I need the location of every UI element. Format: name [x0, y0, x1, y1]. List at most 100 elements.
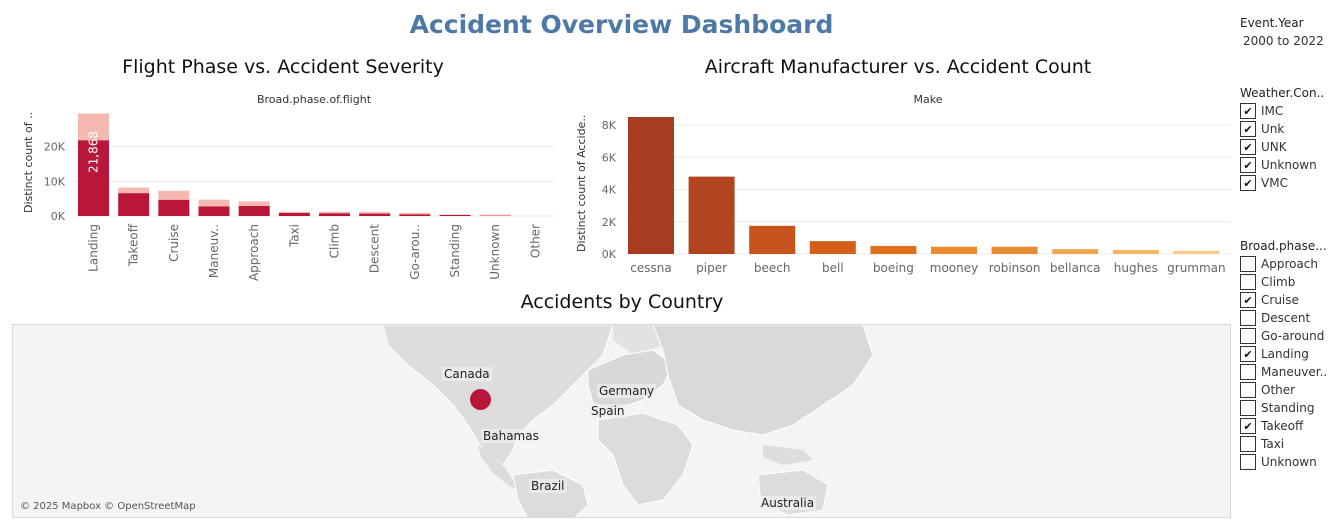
weather-option-label: Unk	[1261, 122, 1285, 136]
weather-option-unk[interactable]: ✔ Unk	[1240, 120, 1317, 138]
weather-option-unknown[interactable]: ✔ Unknown	[1240, 156, 1317, 174]
phase-bar-maneuv[interactable]	[198, 199, 230, 207]
phase-option-landing[interactable]: ✔ Landing	[1240, 345, 1327, 363]
make-x-tick-label: mooney	[930, 261, 978, 275]
phase-y-tick-label: 20K	[44, 141, 66, 154]
weather-option-imc[interactable]: ✔ IMC	[1240, 102, 1317, 120]
checkbox-checked-icon[interactable]: ✔	[1240, 418, 1256, 434]
checkbox-checked-icon[interactable]: ✔	[1240, 157, 1256, 173]
checkbox-checked-icon[interactable]: ✔	[1240, 139, 1256, 155]
united-states-marker[interactable]	[470, 389, 491, 410]
weather-filter-title: Weather.Con..	[1240, 86, 1325, 100]
phase-bar-approach[interactable]	[238, 205, 270, 216]
make-bar-beech[interactable]	[749, 225, 796, 254]
phase-option-goaround[interactable]: Go-around	[1240, 327, 1327, 345]
phase-bar-taxi[interactable]	[278, 211, 310, 213]
phase-option-other[interactable]: Other	[1240, 381, 1327, 399]
phase-y-tick-label: 10K	[44, 175, 66, 188]
phase-bar-descent[interactable]	[359, 213, 391, 216]
phase-bar-standing[interactable]	[439, 214, 471, 215]
make-y-tick-label: 2K	[602, 216, 617, 229]
phase-x-tick-label: Takeoff	[127, 223, 141, 267]
checkbox-unchecked-icon[interactable]	[1240, 400, 1256, 416]
phase-chart-title: Flight Phase vs. Accident Severity	[122, 56, 444, 78]
phase-bar-approach[interactable]	[238, 201, 270, 206]
phase-x-tick-label: Go-arou..	[408, 224, 422, 280]
phase-bar-climb[interactable]	[319, 211, 350, 214]
phase-option-takeoff[interactable]: ✔ Takeoff	[1240, 417, 1327, 435]
phase-x-tick-label: Approach	[247, 224, 261, 281]
weather-option-label: IMC	[1261, 104, 1284, 118]
make-bar-hughes[interactable]	[1112, 249, 1159, 254]
checkbox-unchecked-icon[interactable]	[1240, 310, 1256, 326]
phase-filter-list: Approach Climb ✔ Cruise Descent Go-around ✔ Lan…	[1240, 255, 1327, 471]
phase-x-tick-label: Landing	[87, 224, 101, 272]
checkbox-unchecked-icon[interactable]	[1240, 436, 1256, 452]
map-label-canada: Canada	[442, 367, 492, 381]
make-bar-boeing[interactable]	[870, 245, 917, 254]
make-chart[interactable]: 0K 2K 4K 6K 8K cessna piper beech bell boeing moon…	[570, 100, 1240, 285]
phase-bar-cruise[interactable]	[158, 190, 190, 200]
phase-bar-climb[interactable]	[319, 213, 350, 216]
weather-option-unk[interactable]: ✔ UNK	[1240, 138, 1317, 156]
phase-bar-landing[interactable]	[78, 113, 109, 141]
phase-y-tick-label: 0K	[51, 210, 66, 223]
phase-option-approach[interactable]: Approach	[1240, 255, 1327, 273]
checkbox-checked-icon[interactable]: ✔	[1240, 346, 1256, 362]
accident-map[interactable]: Canada Germany Spain Bahamas Brazil Aust…	[12, 324, 1231, 518]
phase-option-unknown[interactable]: Unknown	[1240, 453, 1327, 471]
make-bar-cessna[interactable]	[628, 117, 674, 254]
phase-x-tick-label: Cruise	[167, 224, 181, 262]
make-chart-header: Make	[913, 93, 943, 106]
phase-x-tick-label: Other	[528, 224, 542, 258]
checkbox-unchecked-icon[interactable]	[1240, 364, 1256, 380]
make-x-tick-label: bellanca	[1050, 261, 1101, 275]
weather-option-vmc[interactable]: ✔ VMC	[1240, 174, 1317, 192]
phase-bar-goarou[interactable]	[399, 214, 431, 216]
phase-bar-unknown[interactable]	[479, 214, 511, 216]
checkbox-checked-icon[interactable]: ✔	[1240, 121, 1256, 137]
make-bar-robinson[interactable]	[991, 246, 1038, 254]
make-chart-title: Aircraft Manufacturer vs. Accident Count	[704, 56, 1092, 78]
checkbox-unchecked-icon[interactable]	[1240, 256, 1256, 272]
phase-chart[interactable]: 0K 10K 20K Landing Takeoff Cruise Maneuv.. Appr…	[0, 100, 570, 290]
checkbox-checked-icon[interactable]: ✔	[1240, 292, 1256, 308]
checkbox-checked-icon[interactable]: ✔	[1240, 175, 1256, 191]
checkbox-unchecked-icon[interactable]	[1240, 274, 1256, 290]
phase-bar-cruise[interactable]	[158, 199, 190, 216]
map-attribution: © 2025 Mapbox © OpenStreetMap	[20, 501, 196, 512]
phase-option-climb[interactable]: Climb	[1240, 273, 1327, 291]
phase-bar-takeoff[interactable]	[118, 187, 150, 194]
make-x-tick-label: boeing	[873, 261, 914, 275]
make-x-tick-label: bell	[822, 261, 844, 275]
phase-bar-goarou[interactable]	[399, 212, 431, 215]
phase-option-label: Cruise	[1261, 293, 1299, 307]
make-bar-grumman[interactable]	[1173, 250, 1220, 254]
phase-option-maneuver[interactable]: Maneuver..	[1240, 363, 1327, 381]
phase-bar-landing[interactable]	[78, 140, 109, 216]
phase-bar-descent[interactable]	[359, 211, 391, 214]
phase-bar-takeoff[interactable]	[118, 193, 150, 216]
phase-x-tick-label: Descent	[368, 224, 382, 273]
checkbox-unchecked-icon[interactable]	[1240, 454, 1256, 470]
phase-option-taxi[interactable]: Taxi	[1240, 435, 1327, 453]
event-year-range[interactable]: 2000 to 2022	[1243, 34, 1324, 48]
phase-bar-maneuv[interactable]	[198, 206, 230, 216]
phase-option-standing[interactable]: Standing	[1240, 399, 1327, 417]
checkbox-unchecked-icon[interactable]	[1240, 328, 1256, 344]
checkbox-unchecked-icon[interactable]	[1240, 382, 1256, 398]
landing-bar-data-label: 21,868	[87, 131, 101, 173]
phase-x-tick-label: Unknown	[488, 224, 502, 280]
make-y-tick-label: 8K	[602, 119, 617, 132]
make-bar-piper[interactable]	[688, 176, 735, 254]
phase-bar-taxi[interactable]	[278, 212, 310, 216]
make-bar-mooney[interactable]	[931, 246, 977, 254]
make-bar-bellanca[interactable]	[1052, 249, 1099, 254]
phase-option-descent[interactable]: Descent	[1240, 309, 1327, 327]
phase-option-cruise[interactable]: ✔ Cruise	[1240, 291, 1327, 309]
phase-bar-standing[interactable]	[439, 214, 471, 216]
weather-option-label: VMC	[1261, 176, 1288, 190]
map-label-germany: Germany	[597, 384, 657, 398]
checkbox-checked-icon[interactable]: ✔	[1240, 103, 1256, 119]
make-bar-bell[interactable]	[809, 241, 856, 254]
